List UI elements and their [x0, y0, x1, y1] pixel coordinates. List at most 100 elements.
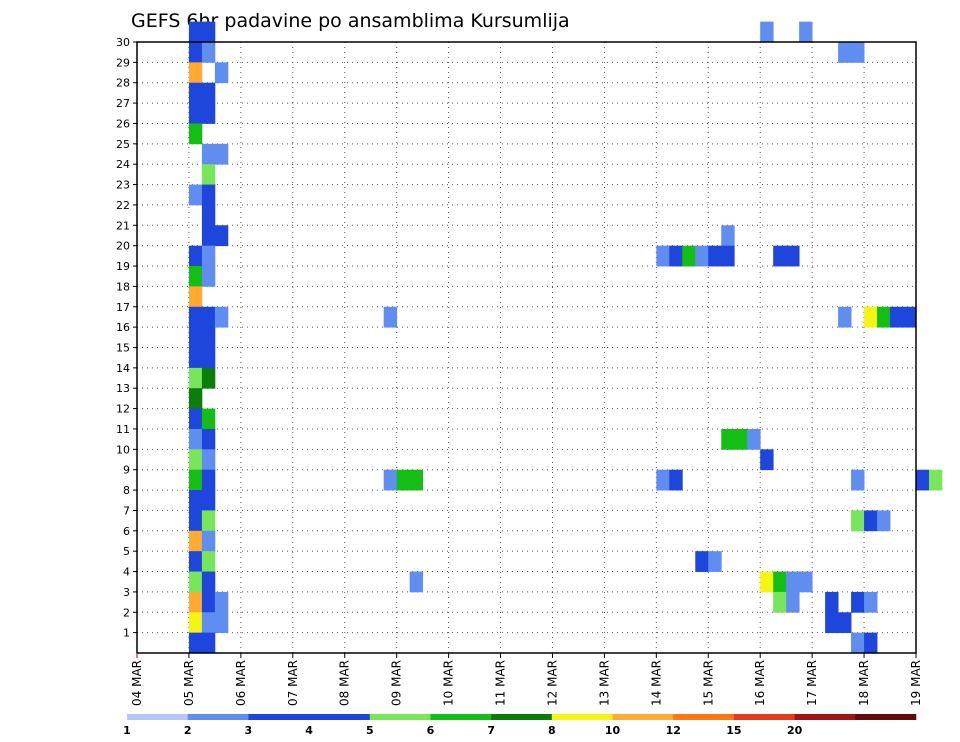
x-axis: 04 MAR 05 MAR 06 MAR 07 MAR 08 MAR 09 MAR 10 M… — [130, 653, 923, 706]
precip-cell — [851, 42, 865, 63]
precip-cell — [188, 62, 203, 84]
precip-cell — [188, 490, 203, 511]
y-tick-label: 12 — [116, 403, 130, 416]
precip-cell — [201, 184, 216, 206]
precip-cell — [214, 225, 229, 247]
x-tick-label: 12 MAR — [545, 660, 559, 706]
precip-cell — [201, 428, 216, 450]
precip-cell — [188, 591, 203, 613]
x-tick-label: 15 MAR — [701, 660, 715, 706]
precip-cell — [682, 245, 696, 267]
y-tick-label: 24 — [116, 158, 130, 171]
colorbar-segment — [187, 714, 249, 720]
precip-cell — [864, 591, 878, 613]
precip-cell — [799, 571, 813, 593]
precip-cell — [188, 469, 203, 491]
x-tick-label: 09 MAR — [390, 660, 404, 706]
precip-cell — [188, 612, 203, 634]
precip-cell — [656, 469, 670, 491]
colorbar-segment — [248, 714, 310, 720]
colorbar-label: 6 — [427, 724, 435, 737]
x-tick-label: 14 MAR — [649, 660, 663, 706]
precip-cell — [188, 449, 203, 471]
colorbar-segment — [430, 714, 492, 720]
precip-cell — [760, 571, 774, 593]
x-tick-label: 10 MAR — [442, 660, 456, 706]
precip-cell — [188, 367, 203, 389]
y-tick-label: 5 — [123, 545, 130, 558]
y-tick-label: 6 — [123, 525, 130, 538]
precip-cell — [201, 408, 216, 430]
precip-cell — [773, 245, 787, 267]
precip-cell — [201, 632, 216, 654]
y-tick-label: 30 — [116, 36, 130, 49]
precip-cell — [201, 82, 216, 104]
precip-cell — [201, 490, 216, 511]
precip-cell — [396, 469, 411, 491]
precip-cell — [188, 286, 203, 308]
precip-cell — [188, 245, 203, 267]
precip-cell — [201, 469, 216, 491]
x-tick-label: 11 MAR — [494, 660, 508, 706]
precip-cell — [864, 306, 878, 328]
precip-cell — [838, 306, 852, 328]
precip-cell — [201, 347, 216, 369]
precip-cell — [916, 469, 930, 491]
y-tick-label: 3 — [123, 586, 130, 599]
colorbar-label: 8 — [548, 724, 556, 737]
y-tick-label: 19 — [116, 260, 130, 273]
precip-cell — [188, 347, 203, 369]
heatmap-cells — [188, 21, 943, 654]
colorbar-label: 7 — [487, 724, 495, 737]
precip-cell — [188, 530, 203, 552]
y-tick-label: 11 — [116, 423, 130, 436]
precip-cell — [188, 123, 203, 145]
precip-cell — [695, 245, 709, 267]
y-tick-label: 8 — [123, 484, 130, 497]
precip-cell — [890, 306, 904, 328]
x-tick-label: 16 MAR — [753, 660, 767, 706]
precip-cell — [201, 327, 216, 348]
colorbar-segment — [309, 714, 371, 720]
precip-cell — [773, 571, 787, 593]
precip-cell — [201, 245, 216, 267]
y-tick-label: 2 — [123, 606, 130, 619]
precip-cell — [773, 591, 787, 613]
precip-cell — [669, 245, 683, 267]
precip-cell — [851, 591, 865, 613]
y-tick-label: 22 — [116, 199, 130, 212]
precip-cell — [188, 327, 203, 348]
precip-cell — [188, 21, 203, 43]
precip-cell — [877, 306, 891, 328]
precip-cell — [201, 225, 216, 247]
y-tick-label: 16 — [116, 321, 130, 334]
precip-cell — [201, 204, 216, 226]
x-tick-label: 06 MAR — [234, 660, 248, 706]
colorbar-label: 5 — [366, 724, 374, 737]
precip-cell — [928, 469, 943, 491]
x-tick-label: 18 MAR — [857, 660, 871, 706]
y-tick-label: 20 — [116, 240, 130, 253]
y-tick-label: 10 — [116, 443, 130, 456]
precip-cell — [669, 469, 683, 491]
colorbar-segment — [794, 714, 856, 720]
colorbar-label: 15 — [726, 724, 741, 737]
precip-cell — [695, 551, 709, 572]
colorbar-segment — [855, 714, 917, 720]
precip-cell — [409, 571, 424, 593]
precip-cell — [201, 571, 216, 593]
precip-cell — [201, 367, 216, 389]
precip-cell — [214, 143, 229, 165]
precip-cell — [201, 591, 216, 613]
colorbar-segment — [369, 714, 431, 720]
precip-cell — [825, 612, 839, 634]
precip-cell — [188, 632, 203, 654]
precip-cell — [188, 306, 203, 328]
precip-cell — [838, 42, 852, 63]
precip-cell — [201, 510, 216, 532]
colorbar-segment — [127, 714, 188, 720]
precip-cell — [708, 245, 722, 267]
y-tick-label: 9 — [123, 464, 130, 477]
precip-cell — [851, 469, 865, 491]
y-tick-label: 7 — [123, 504, 130, 517]
